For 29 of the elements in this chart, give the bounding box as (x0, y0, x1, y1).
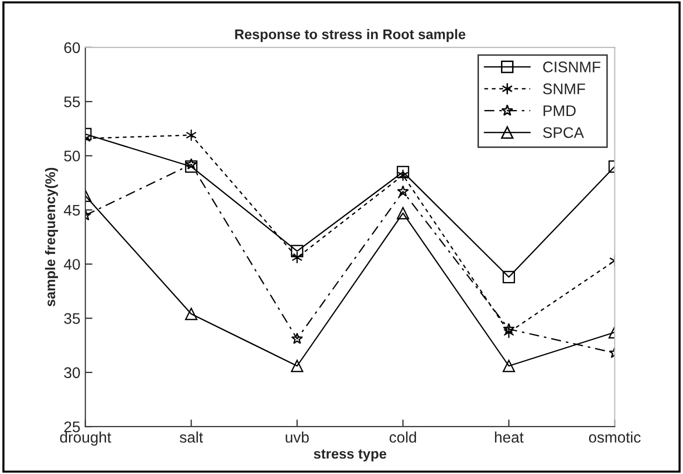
x-tick-label: uvb (286, 431, 309, 443)
legend-label: CISNMF (543, 62, 600, 72)
x-tick-label: heat (495, 431, 524, 443)
point (396, 166, 410, 178)
y-axis-title: sample frequency(%) (45, 168, 58, 306)
x-axis-title: stress type (314, 449, 386, 462)
x-tick-label: salt (180, 431, 204, 443)
point (397, 185, 409, 197)
legend-label: SPCA (543, 127, 584, 138)
point (292, 251, 303, 264)
y-tick-label: 60 (64, 42, 80, 54)
point (291, 332, 304, 344)
point (290, 244, 304, 258)
chart-title: Response to stress in Root sample (235, 29, 466, 42)
y-tick-label: 55 (64, 96, 80, 108)
legend-label: SNMF (543, 83, 586, 94)
x-tick-label: osmotic (589, 431, 641, 443)
x-tick-label: cold (390, 431, 416, 443)
point (290, 360, 304, 372)
y-tick-label: 30 (64, 367, 80, 378)
point (398, 169, 408, 182)
y-tick-label: 45 (64, 204, 80, 216)
y-tick-label: 25 (64, 421, 80, 432)
y-tick-label: 50 (64, 150, 80, 162)
y-tick-label: 35 (64, 313, 80, 324)
y-tick-label: 40 (64, 258, 80, 270)
x-tick-label: drought (60, 431, 112, 446)
point (396, 206, 410, 220)
legend-label: PMD (544, 105, 576, 116)
